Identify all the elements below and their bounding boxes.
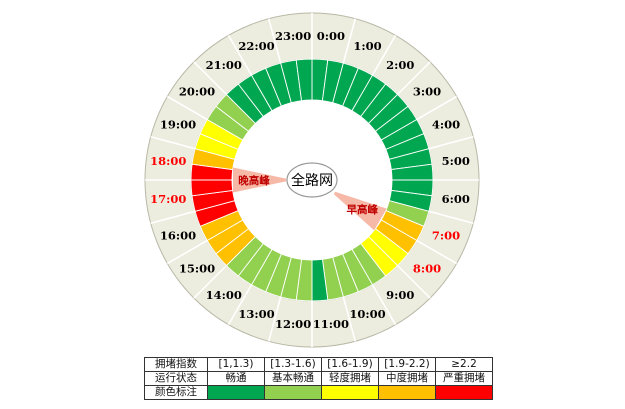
hour-label: 20:00 (179, 85, 215, 99)
legend-color-swatch (436, 386, 493, 400)
hour-label: 18:00 (150, 154, 186, 168)
legend-status-cell: 中度拥堵 (379, 372, 436, 386)
hour-label: 3:00 (413, 85, 441, 99)
legend-index-cell: [1.6-1.9) (322, 358, 379, 372)
legend-index-cell: [1,1.3) (208, 358, 265, 372)
center-label: 全路网 (291, 172, 333, 189)
hour-label: 6:00 (442, 192, 470, 206)
hour-label: 14:00 (206, 288, 242, 302)
legend-status-cell: 严重拥堵 (436, 372, 493, 386)
hour-label: 19:00 (160, 118, 196, 132)
hour-label: 16:00 (160, 228, 196, 242)
hour-label: 9:00 (386, 288, 414, 302)
hour-label: 8:00 (413, 261, 441, 275)
legend-row-status: 运行状态 畅通 基本畅通 轻度拥堵 中度拥堵 严重拥堵 (145, 372, 493, 386)
legend-color-swatch (379, 386, 436, 400)
legend-row-label: 颜色标注 (145, 386, 208, 400)
legend-row-label: 拥堵指数 (145, 358, 208, 372)
legend-index-cell: [1.9-2.2) (379, 358, 436, 372)
hour-label: 0:00 (317, 29, 345, 43)
peak-label: 晚高峰 (238, 174, 270, 187)
legend-index-cell: [1.3-1.6) (265, 358, 322, 372)
chart-svg: 0:00 1:00 2:00 3:00 4:00 5:00 6:00 7:00 8:00 9:00… (0, 0, 625, 350)
legend-color-swatch (265, 386, 322, 400)
hour-label: 5:00 (442, 154, 470, 168)
traffic-clock-chart: 0:00 1:00 2:00 3:00 4:00 5:00 6:00 7:00 8:00 9:00… (0, 0, 625, 350)
legend-status-cell: 轻度拥堵 (322, 372, 379, 386)
legend-color-swatch (322, 386, 379, 400)
hour-label: 10:00 (349, 307, 385, 321)
legend-table: 拥堵指数 [1,1.3) [1.3-1.6) [1.6-1.9) [1.9-2.… (144, 357, 493, 400)
legend-row-label: 运行状态 (145, 372, 208, 386)
hour-label: 4:00 (432, 118, 460, 132)
hour-label: 13:00 (238, 307, 274, 321)
hour-label: 17:00 (150, 192, 186, 206)
hour-label: 2:00 (386, 58, 414, 72)
legend-status-cell: 畅通 (208, 372, 265, 386)
hour-label: 15:00 (179, 261, 215, 275)
legend-status-cell: 基本畅通 (265, 372, 322, 386)
legend-index-cell: ≥2.2 (436, 358, 493, 372)
legend-color-swatch (208, 386, 265, 400)
legend-row-color: 颜色标注 (145, 386, 493, 400)
hour-label: 22:00 (238, 39, 274, 53)
hour-label: 21:00 (206, 58, 242, 72)
hour-label: 7:00 (432, 228, 460, 242)
hour-label: 1:00 (353, 39, 381, 53)
peak-label: 早高峰 (346, 203, 378, 216)
hour-label: 11:00 (313, 317, 349, 331)
hour-label: 12:00 (275, 317, 311, 331)
hour-label: 23:00 (275, 29, 311, 43)
legend-row-index: 拥堵指数 [1,1.3) [1.3-1.6) [1.6-1.9) [1.9-2.… (145, 358, 493, 372)
